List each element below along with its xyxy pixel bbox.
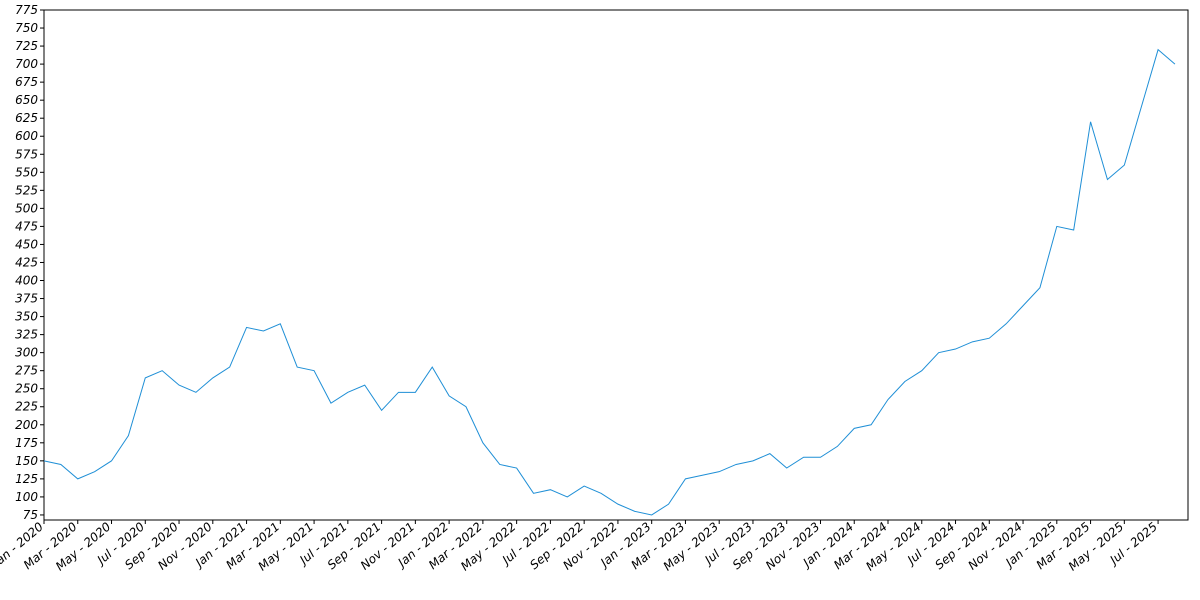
y-tick-label: 650 <box>15 93 38 107</box>
y-tick-label: 450 <box>15 237 38 251</box>
y-tick-label: 625 <box>15 111 38 125</box>
y-tick-label: 550 <box>15 165 38 179</box>
plot-frame <box>43 9 1189 521</box>
y-tick-label: 275 <box>15 364 38 378</box>
y-tick-label: 225 <box>15 400 38 414</box>
y-tick-label: 200 <box>15 418 38 432</box>
y-tick-label: 750 <box>15 21 38 35</box>
y-tick-label: 775 <box>15 3 38 17</box>
y-tick-label: 75 <box>23 508 38 522</box>
price-line <box>43 48 1176 516</box>
y-tick-label: 175 <box>15 436 38 450</box>
y-tick-label: 500 <box>15 201 38 215</box>
y-tick-label: 575 <box>15 147 38 161</box>
y-tick-label: 125 <box>15 472 38 486</box>
y-tick-label: 400 <box>15 274 38 288</box>
y-tick-label: 525 <box>15 183 38 197</box>
y-tick-label: 150 <box>15 454 38 468</box>
y-tick-label: 375 <box>15 292 38 306</box>
y-tick-label: 725 <box>15 39 38 53</box>
y-tick-label: 675 <box>15 75 38 89</box>
y-tick-label: 100 <box>15 490 38 504</box>
y-tick-label: 325 <box>15 328 38 342</box>
y-tick-label: 475 <box>15 219 38 233</box>
y-tick-label: 300 <box>15 346 38 360</box>
y-tick-label: 250 <box>15 382 38 396</box>
y-tick-label: 700 <box>15 57 38 71</box>
y-tick-label: 425 <box>15 255 38 269</box>
y-tick-label: 600 <box>15 129 38 143</box>
y-tick-label: 350 <box>15 310 38 324</box>
